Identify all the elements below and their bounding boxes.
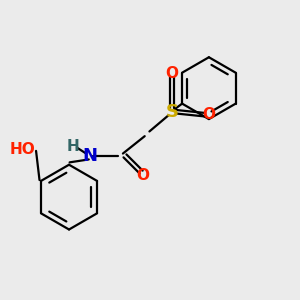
Text: O: O (166, 66, 178, 81)
Text: H: H (67, 139, 80, 154)
Text: O: O (202, 107, 215, 122)
Text: N: N (82, 147, 97, 165)
Text: S: S (166, 103, 178, 121)
Text: HO: HO (10, 142, 36, 158)
Text: O: O (136, 167, 149, 182)
